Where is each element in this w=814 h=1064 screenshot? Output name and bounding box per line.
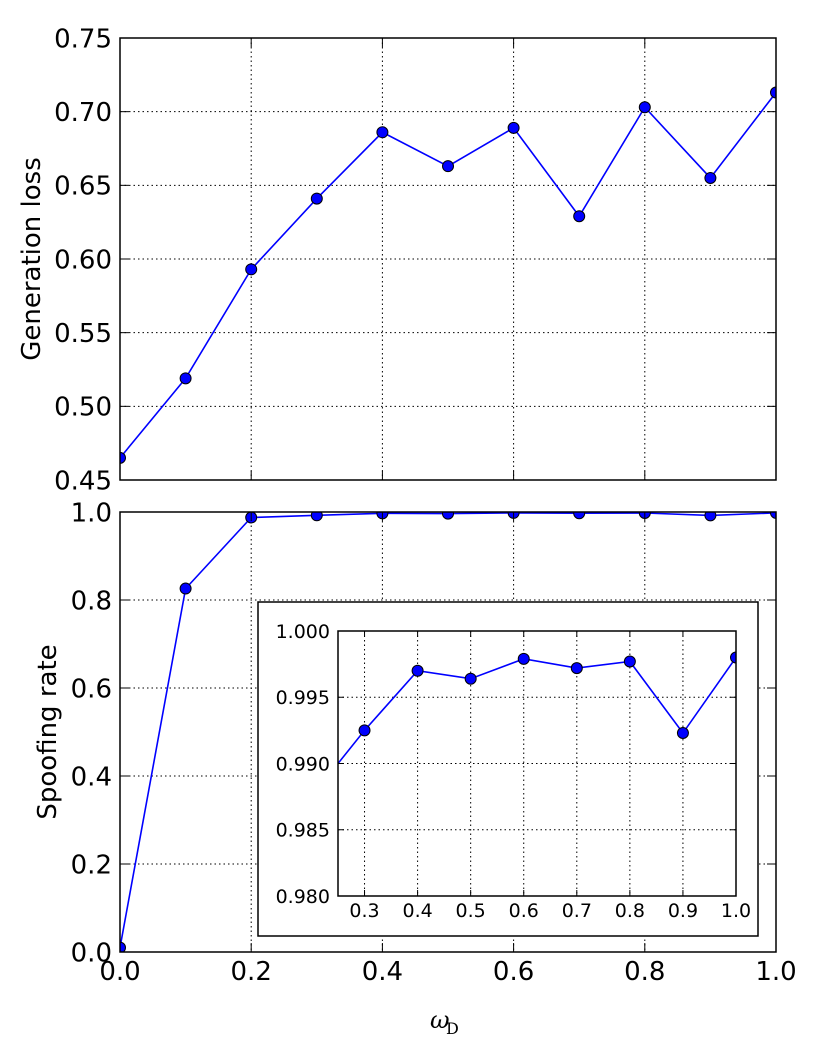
data-point [442,160,454,173]
data-point [310,192,323,205]
data-point [376,126,389,139]
x-tick-label: 0.2 [231,957,272,987]
y-axis-label: Generation loss [17,157,47,361]
spoofing-rate-panel: 0.0 0.2 0.4 0.6 0.8 1.0 0.0 0.2 0.4 0.6 0.8 1.0 Spo… [33,498,797,1038]
x-tick-label: 1.0 [721,900,751,922]
y-tick-label: 0.980 [276,886,330,908]
y-tick-label: 0.55 [54,319,112,349]
inset-panel: 0.980 0.985 0.990 0.995 1.000 0.3 0.4 0.5 0.6 0.7… [257,601,759,937]
data-point [573,210,586,223]
data-point [730,651,736,664]
data-point [120,941,126,952]
data-point [704,512,717,522]
data-point [570,662,583,675]
series-line [120,86,776,464]
data-point [179,372,192,385]
ticks: 0.0 0.2 0.4 0.6 0.8 1.0 0.0 0.2 0.4 0.6 0.8 1.0 [71,498,797,987]
x-tick-label: 0.8 [615,900,645,922]
data-point [120,451,126,464]
x-axis-label: ω D [430,1006,459,1038]
ticks: 0.980 0.985 0.990 0.995 1.000 0.3 0.4 0.5 0.6 0.7… [276,621,752,922]
x-tick-label: 0.5 [456,900,486,922]
x-tick-label: 0.3 [349,900,379,922]
y-tick-label: 0.45 [54,466,112,496]
data-point [442,512,454,520]
y-tick-label: 0.6 [71,674,112,704]
y-tick-label: 0.2 [71,850,112,880]
x-axis-label-symbol: ω [430,1006,450,1034]
data-point [623,655,636,668]
x-tick-label: 0.0 [99,957,140,987]
x-tick-label: 0.4 [362,957,403,987]
data-point [464,672,477,685]
y-tick-label: 0.990 [276,753,330,775]
ticks: 0.45 0.50 0.55 0.60 0.65 0.70 0.75 [54,24,776,496]
data-point [704,171,717,184]
y-axis-label: Spoofing rate [33,644,63,819]
y-tick-label: 0.75 [54,24,112,54]
series-line [338,651,736,765]
y-tick-label: 0.70 [54,98,112,128]
x-tick-label: 0.6 [509,900,539,922]
y-tick-label: 0.8 [71,586,112,616]
data-point [770,86,776,99]
x-tick-label: 0.8 [624,957,665,987]
data-point [573,512,586,520]
data-point [245,263,258,276]
plot-frame [119,511,777,953]
y-tick-label: 0.0 [71,938,112,968]
y-tick-label: 0.60 [54,245,112,275]
y-tick-label: 1.0 [71,498,112,528]
y-tick-label: 0.985 [276,820,330,842]
data-point [517,652,530,665]
data-point [310,512,323,522]
y-tick-label: 0.50 [54,393,112,423]
data-point [358,724,371,737]
x-axis-label-subscript: D [446,1019,459,1038]
data-point [411,664,424,677]
y-tick-label: 0.4 [71,762,112,792]
x-tick-label: 0.6 [493,957,534,987]
data-point [638,101,651,114]
y-tick-label: 0.65 [54,172,112,202]
y-tick-label: 0.995 [276,687,330,709]
x-tick-label: 0.7 [562,900,592,922]
x-tick-label: 0.9 [668,900,698,922]
y-tick-label: 1.000 [276,621,330,643]
x-tick-label: 0.4 [402,900,432,922]
data-point [507,121,520,134]
x-tick-label: 1.0 [755,957,796,987]
generation-loss-panel: 0.45 0.50 0.55 0.60 0.65 0.70 0.75 Generation … [17,24,777,496]
data-point [676,727,689,740]
data-point [179,582,192,595]
inset-background [257,601,759,937]
data-point [770,512,776,519]
